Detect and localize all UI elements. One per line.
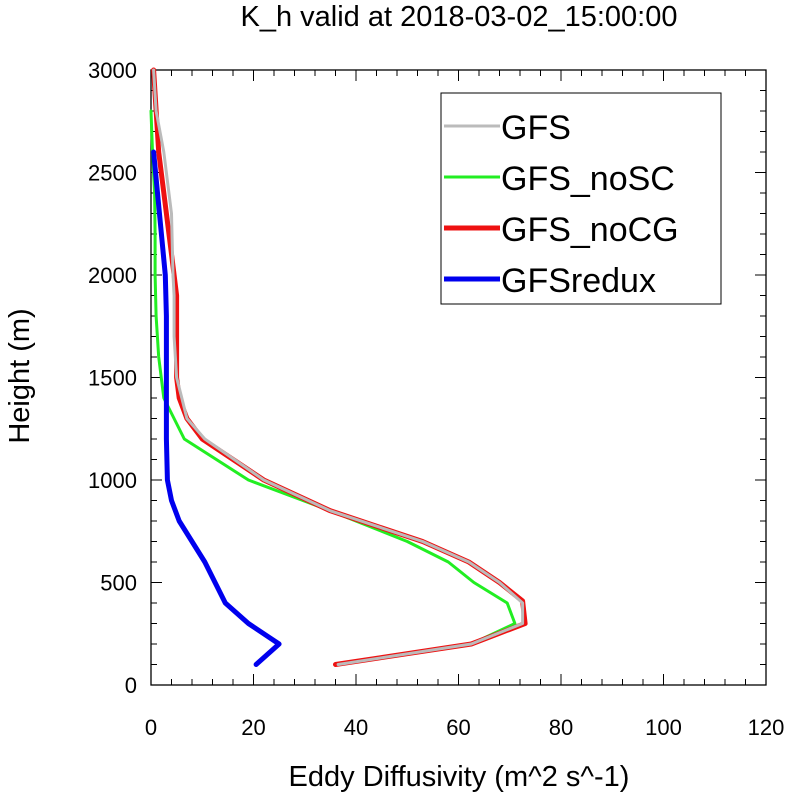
y-tick-label: 3000 (88, 58, 137, 83)
x-tick-label: 40 (344, 715, 368, 740)
y-tick-label: 1000 (88, 468, 137, 493)
series-line-gfs-nosc (149, 109, 517, 646)
y-tick-label: 1500 (88, 366, 137, 391)
legend-box (440, 92, 722, 305)
legend: GFS GFS_noSC GFS_noCG GFSredux (440, 92, 722, 305)
x-tick-label: 80 (549, 715, 573, 740)
x-tick-label: 20 (241, 715, 265, 740)
x-tick-label: 120 (748, 715, 785, 740)
legend-label: GFS_noSC (501, 160, 675, 198)
series-line-gfsredux (151, 149, 282, 667)
series-lines (149, 67, 528, 667)
y-tick-label: 500 (100, 571, 137, 596)
tick-labels: 0 20 40 60 80 100 120 0 500 1000 1500 2000 2500 3000 (88, 58, 784, 740)
x-axis-title: Eddy Diffusivity (m^2 s^-1) (289, 761, 630, 793)
legend-label: GFSredux (501, 262, 656, 300)
x-tick-label: 60 (446, 715, 470, 740)
y-tick-label: 0 (125, 673, 137, 698)
series-line-gfs (152, 68, 525, 666)
legend-label: GFS (501, 109, 571, 147)
y-tick-label: 2500 (88, 161, 137, 186)
y-axis-title: Height (m) (4, 308, 36, 443)
x-tick-label: 0 (145, 715, 157, 740)
chart-title: K_h valid at 2018-03-02_15:00:00 (241, 1, 678, 33)
x-tick-label: 100 (645, 715, 682, 740)
legend-label: GFS_noCG (501, 211, 679, 249)
y-tick-label: 2000 (88, 263, 137, 288)
